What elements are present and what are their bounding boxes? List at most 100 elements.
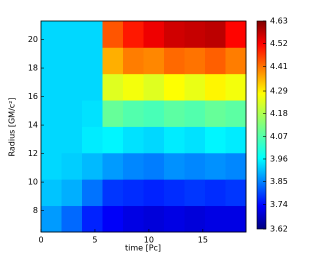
heat-cell [143,73,165,101]
heat-cell [143,126,165,154]
heat-cell [164,100,185,127]
colorbar-tick-label: 4.29 [270,87,288,96]
colorbar-tick-label: 4.18 [270,109,288,118]
heat-cell [41,47,62,75]
heat-cell [123,47,144,75]
heat-cell [61,179,83,207]
heat-cell [184,47,206,75]
heat-cell [184,179,206,207]
heat-cell [205,47,226,75]
heat-cell [61,47,83,75]
heat-cell [123,205,144,233]
heat-cell [82,152,103,180]
heat-cell [164,205,185,233]
colorbar [256,20,267,230]
heat-cell [184,100,206,127]
heat-cell [205,126,226,154]
heat-cell [164,126,185,154]
heat-cell [123,73,144,101]
heat-cell [61,73,83,101]
colorbar-tick-label: 4.41 [270,62,288,71]
heat-cell [225,126,247,154]
heat-cell [102,21,124,48]
heat-cell [123,126,144,154]
heat-cell [184,126,206,154]
heat-cell [225,100,247,127]
colorbar-tick-label: 4.63 [270,17,288,26]
heat-cell [82,179,103,207]
x-tick-label: 0 [38,236,43,245]
heat-cell [225,73,247,101]
heat-cell [225,21,247,48]
heat-cell [41,179,62,207]
y-tick-label: 10 [28,178,38,187]
colorbar-tick-label: 3.74 [270,200,288,209]
heat-cell [123,100,144,127]
colorbar-tick-label: 3.85 [270,177,288,186]
colorbar-tick-label: 4.52 [270,39,288,48]
heat-cell [102,126,124,154]
heat-cell [164,47,185,75]
heat-cell [102,179,124,207]
colorbar-tick-label: 3.96 [270,154,288,163]
heat-cell [225,179,247,207]
heat-cell [123,179,144,207]
heat-cell [41,100,62,127]
y-tick-label: 18 [28,64,38,73]
heat-cell [61,100,83,127]
heat-cell [184,205,206,233]
heat-cell [143,205,165,233]
heat-cell [143,47,165,75]
heat-cell [61,152,83,180]
heat-cell [61,205,83,233]
heat-cell [102,152,124,180]
heat-cell [143,152,165,180]
heat-cell [143,100,165,127]
heat-cell [184,73,206,101]
heat-cell [41,126,62,154]
heat-cell [123,21,144,48]
x-tick-label: 15 [198,236,208,245]
y-tick-label: 8 [33,206,38,215]
heat-cell [205,205,226,233]
heat-cell [102,205,124,233]
heat-cell [225,152,247,180]
heat-cell [205,73,226,101]
heat-cell [143,179,165,207]
heat-cell [164,179,185,207]
heat-cell [61,21,83,48]
heat-cell [143,21,165,48]
x-tick-label: 10 [144,236,154,245]
heat-cell [205,100,226,127]
y-tick-label: 14 [28,121,38,130]
colorbar-tick-label: 3.62 [270,225,288,234]
heat-cell [184,152,206,180]
heat-cell [41,205,62,233]
y-tick-label: 12 [28,149,38,158]
heat-cell [82,73,103,101]
heat-cell [123,152,144,180]
heat-cell [102,100,124,127]
heat-cell [41,73,62,101]
heat-cell [205,21,226,48]
heat-cell [205,152,226,180]
y-tick-label: 16 [28,92,38,101]
heat-cell [41,152,62,180]
heat-cell [164,73,185,101]
x-axis-label: time [Pc] [125,244,161,253]
heat-cell [102,47,124,75]
heat-cell [164,21,185,48]
heat-cell [225,205,247,233]
y-axis-label: Radius [GM/c²] [8,97,17,156]
heat-cell [102,73,124,101]
heat-cell [205,179,226,207]
heat-cell [82,126,103,154]
plot-frame [40,20,247,233]
y-tick-label: 20 [28,35,38,44]
heat-cell [184,21,206,48]
heat-cell [164,152,185,180]
heat-cell [82,47,103,75]
colorbar-tick-label: 4.07 [270,132,288,141]
x-tick-label: 5 [92,236,97,245]
